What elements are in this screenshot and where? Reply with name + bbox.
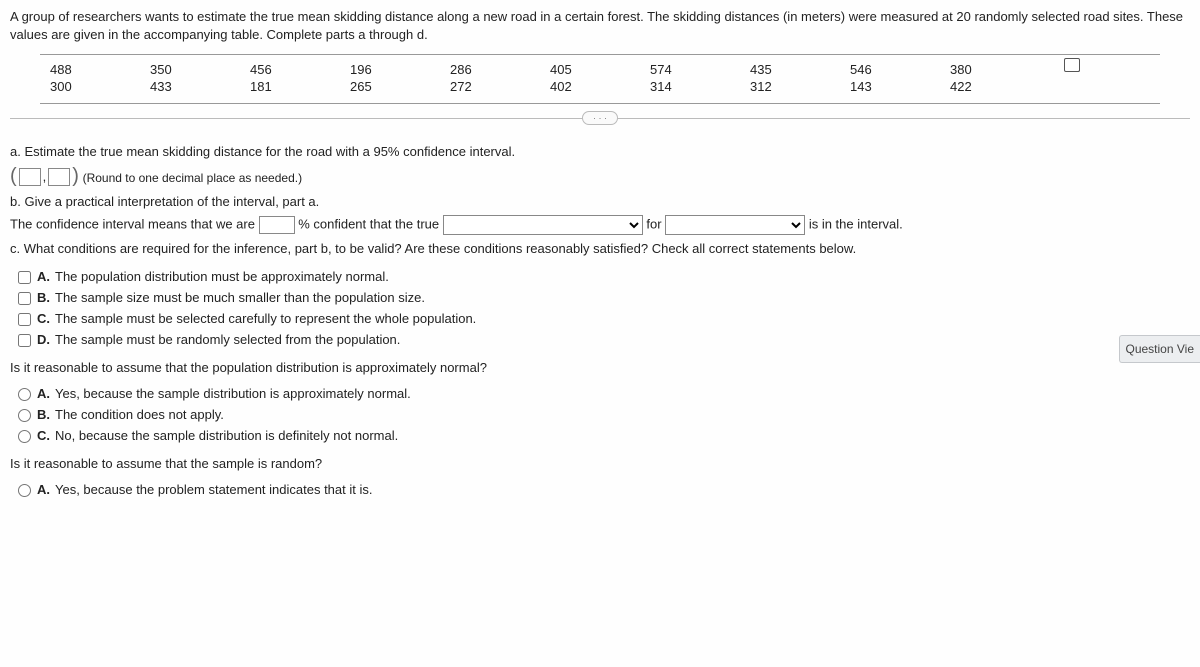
radio-b[interactable] — [18, 409, 31, 422]
part-b-prompt: b. Give a practical interpretation of th… — [10, 194, 1190, 209]
option-letter: B. — [37, 290, 55, 305]
data-cell: 300 — [50, 78, 150, 95]
option-text: The sample size must be much smaller tha… — [55, 290, 425, 305]
ci-input-group: ( , ) — [10, 165, 79, 188]
random-question: Is it reasonable to assume that the samp… — [10, 456, 1190, 471]
radio-option-b[interactable]: B. The condition does not apply. — [18, 404, 1190, 425]
option-text: The sample must be selected carefully to… — [55, 311, 476, 326]
separator: · · · — [10, 118, 1190, 132]
normality-question: Is it reasonable to assume that the popu… — [10, 360, 1190, 375]
option-letter: D. — [37, 332, 55, 347]
option-text: No, because the sample distribution is d… — [55, 428, 398, 443]
data-cell: 196 — [350, 61, 450, 78]
option-letter: C. — [37, 428, 55, 443]
data-cell: 265 — [350, 78, 450, 95]
radio-option-a[interactable]: A. Yes, because the sample distribution … — [18, 383, 1190, 404]
part-a-prompt: a. Estimate the true mean skidding dista… — [10, 144, 1190, 159]
data-cell: 422 — [950, 78, 1050, 95]
data-table: 488 350 456 196 286 405 574 435 546 380 … — [40, 54, 1160, 104]
option-letter: A. — [37, 386, 55, 401]
radio-option-c[interactable]: C. No, because the sample distribution i… — [18, 425, 1190, 446]
for-what-select[interactable] — [665, 215, 805, 235]
radio-a[interactable] — [18, 388, 31, 401]
data-cell: 402 — [550, 78, 650, 95]
option-letter: A. — [37, 482, 55, 497]
radio-c[interactable] — [18, 430, 31, 443]
option-letter: C. — [37, 311, 55, 326]
data-cell: 272 — [450, 78, 550, 95]
data-cell: 435 — [750, 61, 850, 78]
data-cell: 350 — [150, 61, 250, 78]
checkbox-c[interactable] — [18, 313, 31, 326]
data-cell: 405 — [550, 61, 650, 78]
checkbox-a[interactable] — [18, 271, 31, 284]
true-what-select[interactable] — [443, 215, 643, 235]
data-cell: 181 — [250, 78, 350, 95]
data-cell: 574 — [650, 61, 750, 78]
radio2-option-a[interactable]: A. Yes, because the problem statement in… — [18, 479, 1190, 500]
option-text: Yes, because the problem statement indic… — [55, 482, 372, 497]
data-cell: 456 — [250, 61, 350, 78]
checkbox-d[interactable] — [18, 334, 31, 347]
option-text: The population distribution must be appr… — [55, 269, 389, 284]
data-cell: 312 — [750, 78, 850, 95]
copy-icon[interactable] — [1066, 60, 1080, 72]
interpretation-sentence: The confidence interval means that we ar… — [10, 215, 1190, 235]
option-letter: B. — [37, 407, 55, 422]
part-c-prompt: c. What conditions are required for the … — [10, 241, 1190, 256]
option-letter: A. — [37, 269, 55, 284]
question-viewer-tab[interactable]: Question Vie — [1119, 335, 1200, 363]
ci-upper-input[interactable] — [48, 168, 70, 186]
data-cell: 286 — [450, 61, 550, 78]
data-cell: 380 — [950, 61, 1050, 78]
data-cell: 433 — [150, 78, 250, 95]
data-cell: 143 — [850, 78, 950, 95]
check-option-b[interactable]: B. The sample size must be much smaller … — [18, 287, 1190, 308]
data-cell: 546 — [850, 61, 950, 78]
radio2-a[interactable] — [18, 484, 31, 497]
data-cell: 488 — [50, 61, 150, 78]
check-option-d[interactable]: D. The sample must be randomly selected … — [18, 329, 1190, 350]
option-text: The sample must be randomly selected fro… — [55, 332, 400, 347]
rounding-hint: (Round to one decimal place as needed.) — [83, 171, 302, 185]
ci-lower-input[interactable] — [19, 168, 41, 186]
expand-button[interactable]: · · · — [582, 111, 618, 125]
checkbox-b[interactable] — [18, 292, 31, 305]
check-option-c[interactable]: C. The sample must be selected carefully… — [18, 308, 1190, 329]
option-text: The condition does not apply. — [55, 407, 224, 422]
check-option-a[interactable]: A. The population distribution must be a… — [18, 266, 1190, 287]
confidence-pct-input[interactable] — [259, 216, 295, 234]
problem-intro: A group of researchers wants to estimate… — [10, 8, 1190, 44]
option-text: Yes, because the sample distribution is … — [55, 386, 411, 401]
data-cell: 314 — [650, 78, 750, 95]
